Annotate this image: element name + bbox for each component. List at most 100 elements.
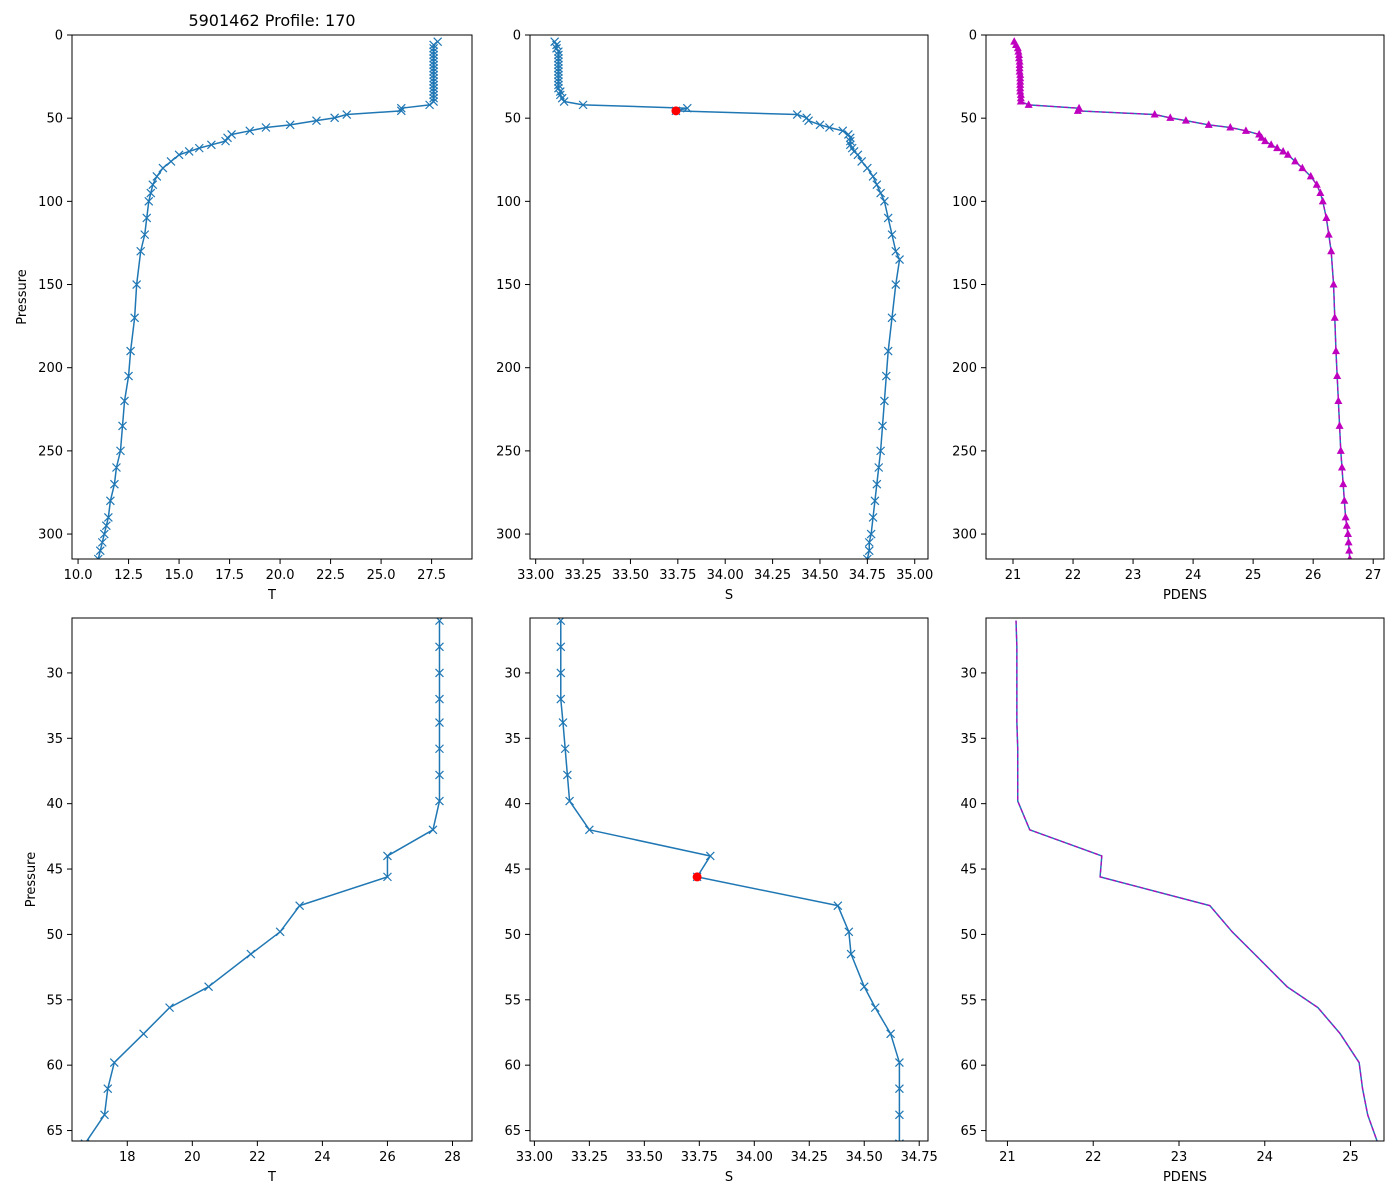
top-salinity-point-stroke-b — [555, 87, 565, 96]
top-temperature-point — [109, 479, 119, 489]
top-density-point — [1324, 230, 1333, 238]
top-salinity-point — [554, 50, 563, 60]
bottom-temperature-point — [246, 949, 256, 959]
top-temperature-ytick-label: 0 — [55, 29, 63, 44]
top-density-point — [1331, 346, 1340, 355]
top-temperature-point-stroke-b — [132, 280, 142, 289]
top-temperature-point-stroke-b — [429, 93, 439, 103]
top-salinity-ytick-label: 300 — [496, 528, 521, 543]
top-salinity-point — [866, 529, 876, 539]
top-salinity-point-stroke-b — [868, 171, 878, 181]
top-temperature-point — [429, 67, 439, 77]
bottom-salinity-point-stroke-b — [844, 927, 854, 937]
top-salinity-xtick-label: 34.50 — [801, 568, 838, 583]
top-salinity-point — [876, 188, 886, 198]
top-temperature-point-stroke-b — [158, 163, 168, 173]
bottom-temperature-plot-area — [80, 618, 444, 1141]
top-temperature-point-stroke-b — [429, 50, 439, 60]
top-temperature-point — [312, 116, 321, 126]
top-salinity-point-stroke-b — [883, 346, 893, 356]
bottom-density-ytick-label: 60 — [960, 1059, 977, 1074]
top-salinity-xtick-label: 33.25 — [564, 568, 601, 583]
bottom-salinity-panel: 33.00 33.25 33.50 33.75 34.00 34.25 34.50 34.75… — [504, 617, 938, 1185]
top-temperature-point — [103, 512, 113, 522]
top-salinity-point — [554, 63, 563, 73]
top-temperature-point — [425, 100, 435, 110]
top-temperature-point — [429, 77, 439, 87]
top-density-point — [1329, 280, 1338, 288]
top-density-xtick-label: 22 — [1065, 568, 1082, 583]
top-temperature-point — [285, 120, 295, 130]
bottom-salinity-ytick-label: 35 — [504, 732, 521, 747]
top-salinity-point — [879, 396, 889, 406]
bottom-temperature-point — [435, 642, 444, 652]
top-density-point — [1166, 113, 1175, 121]
top-density-point — [1073, 106, 1082, 114]
top-salinity-point-stroke-b — [554, 57, 563, 67]
top-salinity-point — [838, 126, 848, 136]
top-density-point — [1298, 163, 1307, 172]
bottom-salinity-point-stroke-b — [894, 1110, 904, 1120]
top-temperature-panel: 10.0 12.5 15.0 17.5 20.0 22.5 25.0 27.5 0 50 100 15… — [15, 11, 473, 603]
bottom-salinity-point-stroke-b — [894, 1058, 904, 1067]
bottom-salinity-point-stroke-b — [556, 694, 566, 704]
top-density-ytick-label: 0 — [969, 29, 977, 44]
top-salinity-point — [815, 120, 825, 130]
top-salinity-point-stroke-b — [554, 63, 563, 73]
top-temperature-ytick-label: 100 — [38, 195, 63, 210]
top-salinity-point-stroke-b — [853, 150, 863, 160]
top-temperature-point-stroke-b — [429, 70, 439, 80]
bottom-salinity-point-stroke-b — [705, 851, 715, 861]
top-density-point — [1013, 43, 1022, 52]
top-temperature-point — [95, 546, 105, 556]
bottom-temperature-point — [435, 668, 444, 678]
top-salinity-point-stroke-b — [552, 40, 561, 50]
bottom-salinity-point — [894, 1110, 904, 1120]
top-salinity-point — [554, 80, 563, 90]
top-salinity-point-stroke-b — [864, 537, 874, 547]
top-salinity-ytick-label: 100 — [496, 195, 521, 210]
top-density-point — [1015, 67, 1024, 75]
top-temperature-point-stroke-b — [103, 512, 113, 522]
bottom-temperature-xtick-label: 20 — [184, 1150, 201, 1165]
top-density-xtick-label: 23 — [1125, 568, 1142, 583]
top-density-point — [1340, 496, 1349, 504]
bottom-salinity-xlabel: S — [725, 1170, 733, 1185]
top-temperature-point — [261, 123, 271, 132]
top-salinity-point — [554, 47, 563, 57]
top-temperature-point — [126, 346, 136, 356]
top-salinity-xtick-label: 34.25 — [754, 568, 791, 583]
top-temperature-point — [429, 70, 439, 80]
bottom-salinity-xtick-label: 34.00 — [736, 1150, 773, 1165]
top-salinity-point — [862, 163, 872, 173]
top-temperature-point-stroke-b — [285, 120, 295, 130]
top-salinity-point — [853, 150, 863, 160]
top-temperature-ytick-label: 250 — [38, 444, 63, 459]
bottom-temperature-ytick-label: 35 — [46, 732, 63, 747]
bottom-temperature-point-stroke-b — [204, 982, 214, 992]
bottom-temperature-ytick-label: 50 — [46, 928, 63, 943]
top-temperature-point — [99, 529, 109, 539]
top-temperature-point-stroke-b — [429, 83, 439, 93]
top-temperature-point-stroke-b — [312, 116, 321, 126]
top-salinity-point — [554, 57, 563, 67]
top-density-point — [1344, 537, 1353, 546]
top-salinity-point — [559, 97, 569, 106]
top-salinity-point — [554, 53, 563, 63]
top-temperature-point — [184, 147, 194, 156]
bottom-salinity-point — [556, 668, 566, 678]
top-salinity-point — [872, 479, 882, 489]
top-salinity-point — [883, 213, 893, 223]
top-temperature-point — [132, 280, 142, 289]
top-salinity-point-stroke-b — [872, 479, 882, 489]
bottom-temperature-xtick-label: 28 — [444, 1150, 461, 1165]
top-density-xtick-label: 25 — [1245, 568, 1262, 583]
top-salinity-point-stroke-b — [552, 43, 561, 53]
top-density-point — [1312, 180, 1321, 188]
top-temperature-point-stroke-b — [425, 100, 435, 110]
top-temperature-ytick-label: 150 — [38, 278, 63, 293]
bottom-temperature-point — [435, 770, 444, 780]
top-salinity-ytick-label: 0 — [513, 29, 521, 44]
top-salinity-xtick-label: 34.00 — [707, 568, 744, 583]
bottom-salinity-xtick-label: 33.50 — [626, 1150, 663, 1165]
